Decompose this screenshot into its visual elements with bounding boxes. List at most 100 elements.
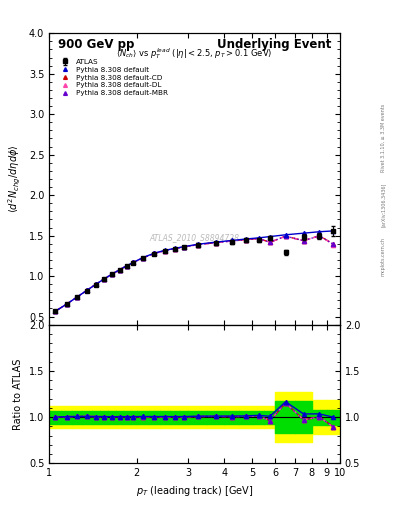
Pythia 8.308 default-CD [244, 237, 248, 243]
Pythia 8.308 default-CD [317, 232, 322, 239]
Y-axis label: $\langle d^2 N_{chg}/d\eta d\phi \rangle$: $\langle d^2 N_{chg}/d\eta d\phi \rangle… [7, 145, 23, 214]
Pythia 8.308 default-DL [118, 267, 122, 273]
Pythia 8.308 default-CD [131, 260, 136, 266]
Pythia 8.308 default-DL [94, 281, 98, 287]
Pythia 8.308 default-CD [53, 308, 58, 314]
Pythia 8.308 default-CD [64, 301, 69, 307]
Pythia 8.308 default-CD [230, 238, 234, 244]
Pythia 8.308 default-DL [196, 242, 200, 248]
Pythia 8.308 default-CD [214, 240, 219, 246]
Text: 900 GeV pp: 900 GeV pp [58, 38, 134, 51]
Pythia 8.308 default-DL [131, 260, 136, 266]
Pythia 8.308 default [268, 233, 272, 240]
Pythia 8.308 default [102, 275, 107, 282]
Pythia 8.308 default-MBR [172, 246, 177, 252]
Pythia 8.308 default-MBR [94, 281, 98, 287]
Pythia 8.308 default [196, 241, 200, 247]
Text: Rivet 3.1.10, ≥ 3.3M events: Rivet 3.1.10, ≥ 3.3M events [381, 104, 386, 173]
Pythia 8.308 default-MBR [125, 263, 129, 269]
Pythia 8.308 default-DL [181, 244, 186, 250]
Pythia 8.308 default-DL [152, 250, 157, 257]
Pythia 8.308 default-CD [110, 271, 115, 277]
Pythia 8.308 default [64, 301, 69, 307]
Pythia 8.308 default-DL [214, 240, 219, 246]
Pythia 8.308 default [53, 308, 58, 314]
Pythia 8.308 default-MBR [84, 287, 89, 293]
Pythia 8.308 default-MBR [75, 294, 80, 300]
Pythia 8.308 default-CD [331, 241, 336, 247]
Pythia 8.308 default-MBR [317, 232, 322, 239]
Pythia 8.308 default-CD [118, 267, 122, 273]
Pythia 8.308 default [214, 239, 219, 245]
Pythia 8.308 default-DL [244, 237, 248, 243]
Pythia 8.308 default-MBR [110, 271, 115, 277]
Pythia 8.308 default-DL [110, 271, 115, 277]
Pythia 8.308 default-DL [172, 246, 177, 252]
Pythia 8.308 default-CD [94, 281, 98, 287]
Pythia 8.308 default-CD [75, 294, 80, 300]
Line: Pythia 8.308 default-MBR: Pythia 8.308 default-MBR [53, 233, 336, 313]
Pythia 8.308 default-DL [162, 248, 167, 254]
Line: Pythia 8.308 default-CD: Pythia 8.308 default-CD [53, 233, 336, 313]
Pythia 8.308 default-MBR [268, 239, 272, 245]
Pythia 8.308 default-MBR [244, 237, 248, 243]
Pythia 8.308 default-DL [140, 255, 145, 261]
Pythia 8.308 default-DL [331, 242, 336, 248]
X-axis label: $p_T$ (leading track) [GeV]: $p_T$ (leading track) [GeV] [136, 484, 253, 498]
Text: mcplots.cern.ch: mcplots.cern.ch [381, 237, 386, 275]
Pythia 8.308 default-CD [301, 238, 306, 244]
Pythia 8.308 default-DL [230, 238, 234, 244]
Pythia 8.308 default-DL [53, 308, 58, 314]
Pythia 8.308 default-CD [196, 242, 200, 248]
Pythia 8.308 default [162, 247, 167, 253]
Pythia 8.308 default-DL [84, 287, 89, 293]
Text: Underlying Event: Underlying Event [217, 38, 331, 51]
Pythia 8.308 default-DL [256, 236, 261, 242]
Pythia 8.308 default-DL [301, 238, 306, 244]
Pythia 8.308 default [283, 232, 288, 238]
Pythia 8.308 default-CD [140, 255, 145, 261]
Pythia 8.308 default-MBR [256, 236, 261, 242]
Pythia 8.308 default-DL [102, 275, 107, 282]
Pythia 8.308 default [331, 228, 336, 234]
Pythia 8.308 default-MBR [331, 241, 336, 247]
Pythia 8.308 default-DL [75, 294, 80, 300]
Pythia 8.308 default [131, 259, 136, 265]
Pythia 8.308 default-CD [102, 275, 107, 282]
Pythia 8.308 default-MBR [196, 242, 200, 248]
Pythia 8.308 default-CD [256, 236, 261, 242]
Pythia 8.308 default [181, 244, 186, 250]
Pythia 8.308 default-MBR [140, 255, 145, 261]
Line: Pythia 8.308 default: Pythia 8.308 default [53, 229, 336, 313]
Pythia 8.308 default [152, 250, 157, 256]
Pythia 8.308 default-MBR [301, 238, 306, 244]
Pythia 8.308 default-CD [84, 287, 89, 293]
Pythia 8.308 default [94, 281, 98, 287]
Pythia 8.308 default-CD [283, 233, 288, 239]
Pythia 8.308 default [244, 236, 248, 242]
Pythia 8.308 default [125, 263, 129, 269]
Pythia 8.308 default-DL [283, 233, 288, 239]
Pythia 8.308 default [84, 287, 89, 293]
Pythia 8.308 default-DL [268, 239, 272, 245]
Pythia 8.308 default-MBR [162, 248, 167, 254]
Pythia 8.308 default-CD [268, 239, 272, 245]
Pythia 8.308 default-MBR [118, 267, 122, 273]
Pythia 8.308 default [140, 254, 145, 261]
Pythia 8.308 default [256, 235, 261, 241]
Pythia 8.308 default [110, 271, 115, 277]
Pythia 8.308 default-MBR [64, 301, 69, 307]
Y-axis label: Ratio to ATLAS: Ratio to ATLAS [13, 358, 23, 430]
Pythia 8.308 default [75, 294, 80, 300]
Pythia 8.308 default-MBR [152, 250, 157, 257]
Pythia 8.308 default-DL [317, 232, 322, 239]
Pythia 8.308 default-MBR [283, 233, 288, 239]
Pythia 8.308 default-MBR [214, 240, 219, 246]
Pythia 8.308 default [230, 238, 234, 244]
Pythia 8.308 default-MBR [181, 244, 186, 250]
Pythia 8.308 default-MBR [53, 308, 58, 314]
Pythia 8.308 default-DL [125, 263, 129, 269]
Pythia 8.308 default [301, 230, 306, 236]
Pythia 8.308 default-MBR [102, 275, 107, 282]
Line: Pythia 8.308 default-DL: Pythia 8.308 default-DL [53, 233, 336, 313]
